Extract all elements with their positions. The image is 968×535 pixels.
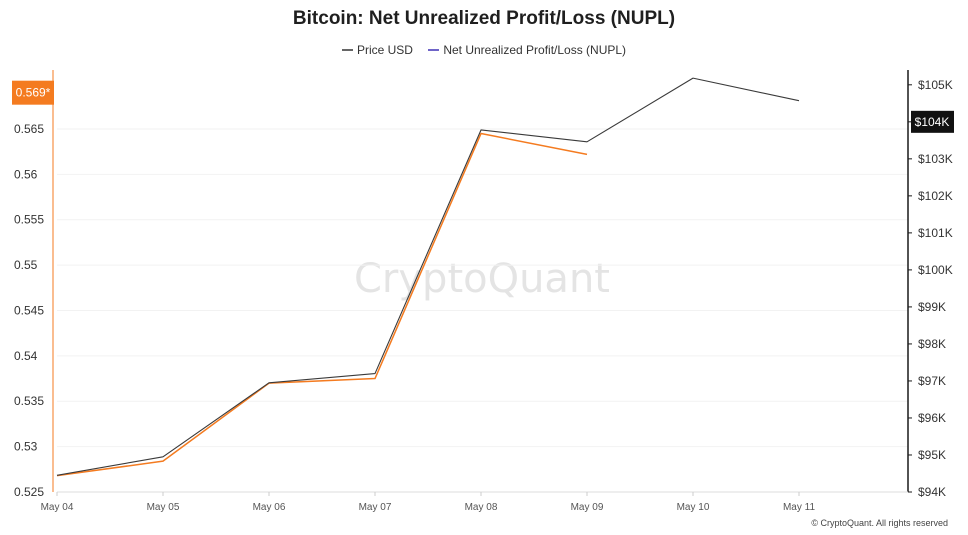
- right-tick-label: $103K: [918, 152, 953, 166]
- right-tick-label: $102K: [918, 189, 953, 203]
- left-tick-label: 0.555: [14, 213, 44, 227]
- legend-label-nupl: Net Unrealized Profit/Loss (NUPL): [443, 43, 627, 57]
- nupl-current-badge: [12, 80, 54, 105]
- left-tick-label: 0.565: [14, 122, 44, 136]
- legend-swatch-price: [341, 49, 353, 51]
- left-tick-label: 0.54: [14, 349, 38, 363]
- left-tick-label: 0.53: [14, 440, 38, 454]
- legend-swatch-nupl: [428, 49, 440, 51]
- left-tick-label: 0.55: [14, 258, 38, 272]
- x-tick-label: May 08: [465, 502, 498, 513]
- right-tick-label: $101K: [918, 226, 953, 240]
- right-tick-label: $100K: [918, 263, 953, 277]
- legend-label-price: Price USD: [356, 43, 413, 57]
- right-tick-label: $105K: [918, 78, 953, 92]
- legend-item-price[interactable]: Price USD: [341, 43, 413, 57]
- right-tick-label: $96K: [918, 411, 946, 425]
- x-tick-label: May 09: [571, 502, 604, 513]
- price-current-badge: [911, 110, 954, 133]
- x-tick-label: May 07: [359, 502, 392, 513]
- right-tick-label: $94K: [918, 485, 946, 499]
- left-tick-label: 0.535: [14, 394, 44, 408]
- left-tick-label: 0.545: [14, 303, 44, 317]
- x-tick-label: May 11: [783, 502, 815, 513]
- right-tick-label: $95K: [918, 448, 946, 462]
- chart-title: Bitcoin: Net Unrealized Profit/Loss (NUP…: [292, 8, 676, 29]
- legend: Price USD Net Unrealized Profit/Loss (NU…: [0, 40, 968, 57]
- x-tick-label: May 04: [41, 502, 74, 513]
- right-tick-label: $98K: [918, 337, 946, 351]
- watermark: CryptoQuant: [354, 256, 610, 302]
- x-tick-label: May 10: [677, 502, 710, 513]
- x-tick-label: May 05: [147, 502, 180, 513]
- right-tick-label: $97K: [918, 374, 946, 388]
- legend-item-nupl[interactable]: Net Unrealized Profit/Loss (NUPL): [428, 43, 626, 57]
- left-tick-label: 0.525: [14, 485, 44, 499]
- x-tick-label: May 06: [253, 502, 286, 513]
- left-tick-label: 0.56: [14, 167, 38, 181]
- price-current-label: $104K: [915, 115, 950, 129]
- nupl-line: [56, 132, 588, 477]
- copyright-notice: © CryptoQuant. All rights reserved: [811, 518, 948, 528]
- right-tick-label: $99K: [918, 300, 946, 314]
- price-line: [56, 77, 800, 476]
- nupl-current-label: 0.569*: [16, 86, 51, 100]
